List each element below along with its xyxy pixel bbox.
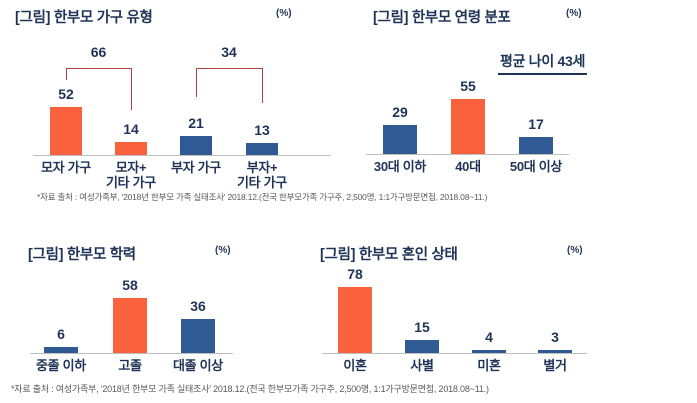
- average-age-annotation: 평균 나이 43세: [498, 51, 588, 75]
- group-bracket-line: [196, 68, 262, 69]
- value-label: 15: [414, 319, 430, 335]
- bar-age-distribution-2: [519, 137, 553, 154]
- group-bracket-leg: [66, 68, 67, 80]
- bar-household-type-2: [180, 136, 212, 155]
- chart-title: [그림] 한부모 혼인 상태: [320, 247, 458, 263]
- category-label: 사별: [410, 358, 434, 373]
- group-total-label: 34: [221, 44, 237, 60]
- x-axis-line: [322, 353, 587, 354]
- bar-household-type-3: [246, 143, 278, 155]
- plot-area: 78 이혼 15 사별 4 미혼 3 별거: [310, 240, 697, 375]
- percent-unit-label: (%): [276, 8, 292, 19]
- bar-household-type-0: [50, 107, 82, 155]
- source-note-top: *자료 출처 : 여성가족부, '2018년 한부모 가족 실태조사' 2018…: [37, 192, 488, 202]
- value-label: 14: [123, 121, 139, 137]
- bar-marital-status-3: [538, 350, 572, 353]
- value-label: 21: [188, 115, 204, 131]
- category-label: 이혼: [343, 358, 367, 373]
- value-label: 78: [347, 266, 363, 282]
- bar-education-2: [181, 319, 215, 353]
- percent-unit-label: (%): [567, 245, 583, 256]
- bar-marital-status-1: [405, 340, 439, 353]
- chart-household-type: [그림] 한부모 가구 유형 (%) 52 모자 가구 14 모자+ 기타 가구 21 부…: [0, 0, 348, 190]
- bar-marital-status-0: [338, 287, 372, 353]
- source-note-bottom: *자료 출처 : 여성가족부, '2018년 한부모 가족 실태조사' 2018…: [11, 384, 489, 394]
- category-label: 50대 이상: [509, 159, 563, 174]
- chart-marital-status: [그림] 한부모 혼인 상태 (%) 78 이혼 15 사별 4 미혼 3 별거: [310, 240, 697, 375]
- category-label: 모자+ 기타 가구: [106, 160, 156, 190]
- chart-title: [그림] 한부모 가구 유형: [15, 10, 153, 26]
- category-label: 고졸: [118, 358, 142, 373]
- plot-area: 29 30대 이하 55 40대 17 50대 이상: [348, 0, 697, 186]
- category-label: 별거: [543, 358, 567, 373]
- value-label: 52: [58, 86, 74, 102]
- bar-education-0: [44, 347, 78, 353]
- x-axis-line: [33, 155, 331, 156]
- value-label: 29: [392, 104, 408, 120]
- chart-education: [그림] 한부모 학력 (%) 6 중졸 이하 58 고졸 36 대졸 이상: [0, 240, 310, 375]
- value-label: 4: [485, 329, 493, 345]
- group-bracket-leg: [262, 68, 263, 103]
- plot-area: 52 모자 가구 14 모자+ 기타 가구 21 부자 가구 13 부자+ 기타 가구 66 34: [0, 0, 348, 190]
- category-label: 부자+ 기타 가구: [237, 160, 287, 190]
- category-label: 미혼: [477, 358, 501, 373]
- bar-age-distribution-0: [383, 125, 417, 154]
- value-label: 13: [254, 122, 270, 138]
- category-label: 30대 이하: [373, 159, 427, 174]
- chart-title: [그림] 한부모 학력: [28, 247, 136, 263]
- plot-area: 6 중졸 이하 58 고졸 36 대졸 이상: [0, 240, 310, 375]
- bar-household-type-1: [115, 142, 147, 155]
- x-axis-line: [30, 353, 233, 354]
- category-label: 40대: [455, 159, 481, 174]
- category-label: 대졸 이상: [173, 358, 223, 373]
- bar-education-1: [113, 298, 147, 353]
- chart-title: [그림] 한부모 연령 분포: [373, 10, 511, 26]
- value-label: 55: [460, 78, 476, 94]
- group-bracket-leg: [131, 68, 132, 110]
- group-total-label: 66: [90, 44, 107, 60]
- group-bracket-leg: [196, 68, 197, 97]
- category-label: 중졸 이하: [36, 358, 86, 373]
- category-label: 부자 가구: [171, 160, 221, 175]
- category-label: 모자 가구: [41, 160, 91, 175]
- group-bracket-line: [66, 68, 131, 69]
- bar-age-distribution-1: [451, 99, 485, 154]
- percent-unit-label: (%): [215, 245, 231, 256]
- value-label: 6: [57, 326, 65, 342]
- x-axis-line: [366, 154, 569, 155]
- percent-unit-label: (%): [566, 8, 582, 19]
- chart-age-distribution: [그림] 한부모 연령 분포 (%) 평균 나이 43세 29 30대 이하 55 4…: [348, 0, 697, 186]
- value-label: 58: [122, 277, 138, 293]
- value-label: 3: [551, 329, 559, 345]
- value-label: 36: [190, 298, 206, 314]
- value-label: 17: [528, 116, 544, 132]
- bar-marital-status-2: [472, 350, 506, 353]
